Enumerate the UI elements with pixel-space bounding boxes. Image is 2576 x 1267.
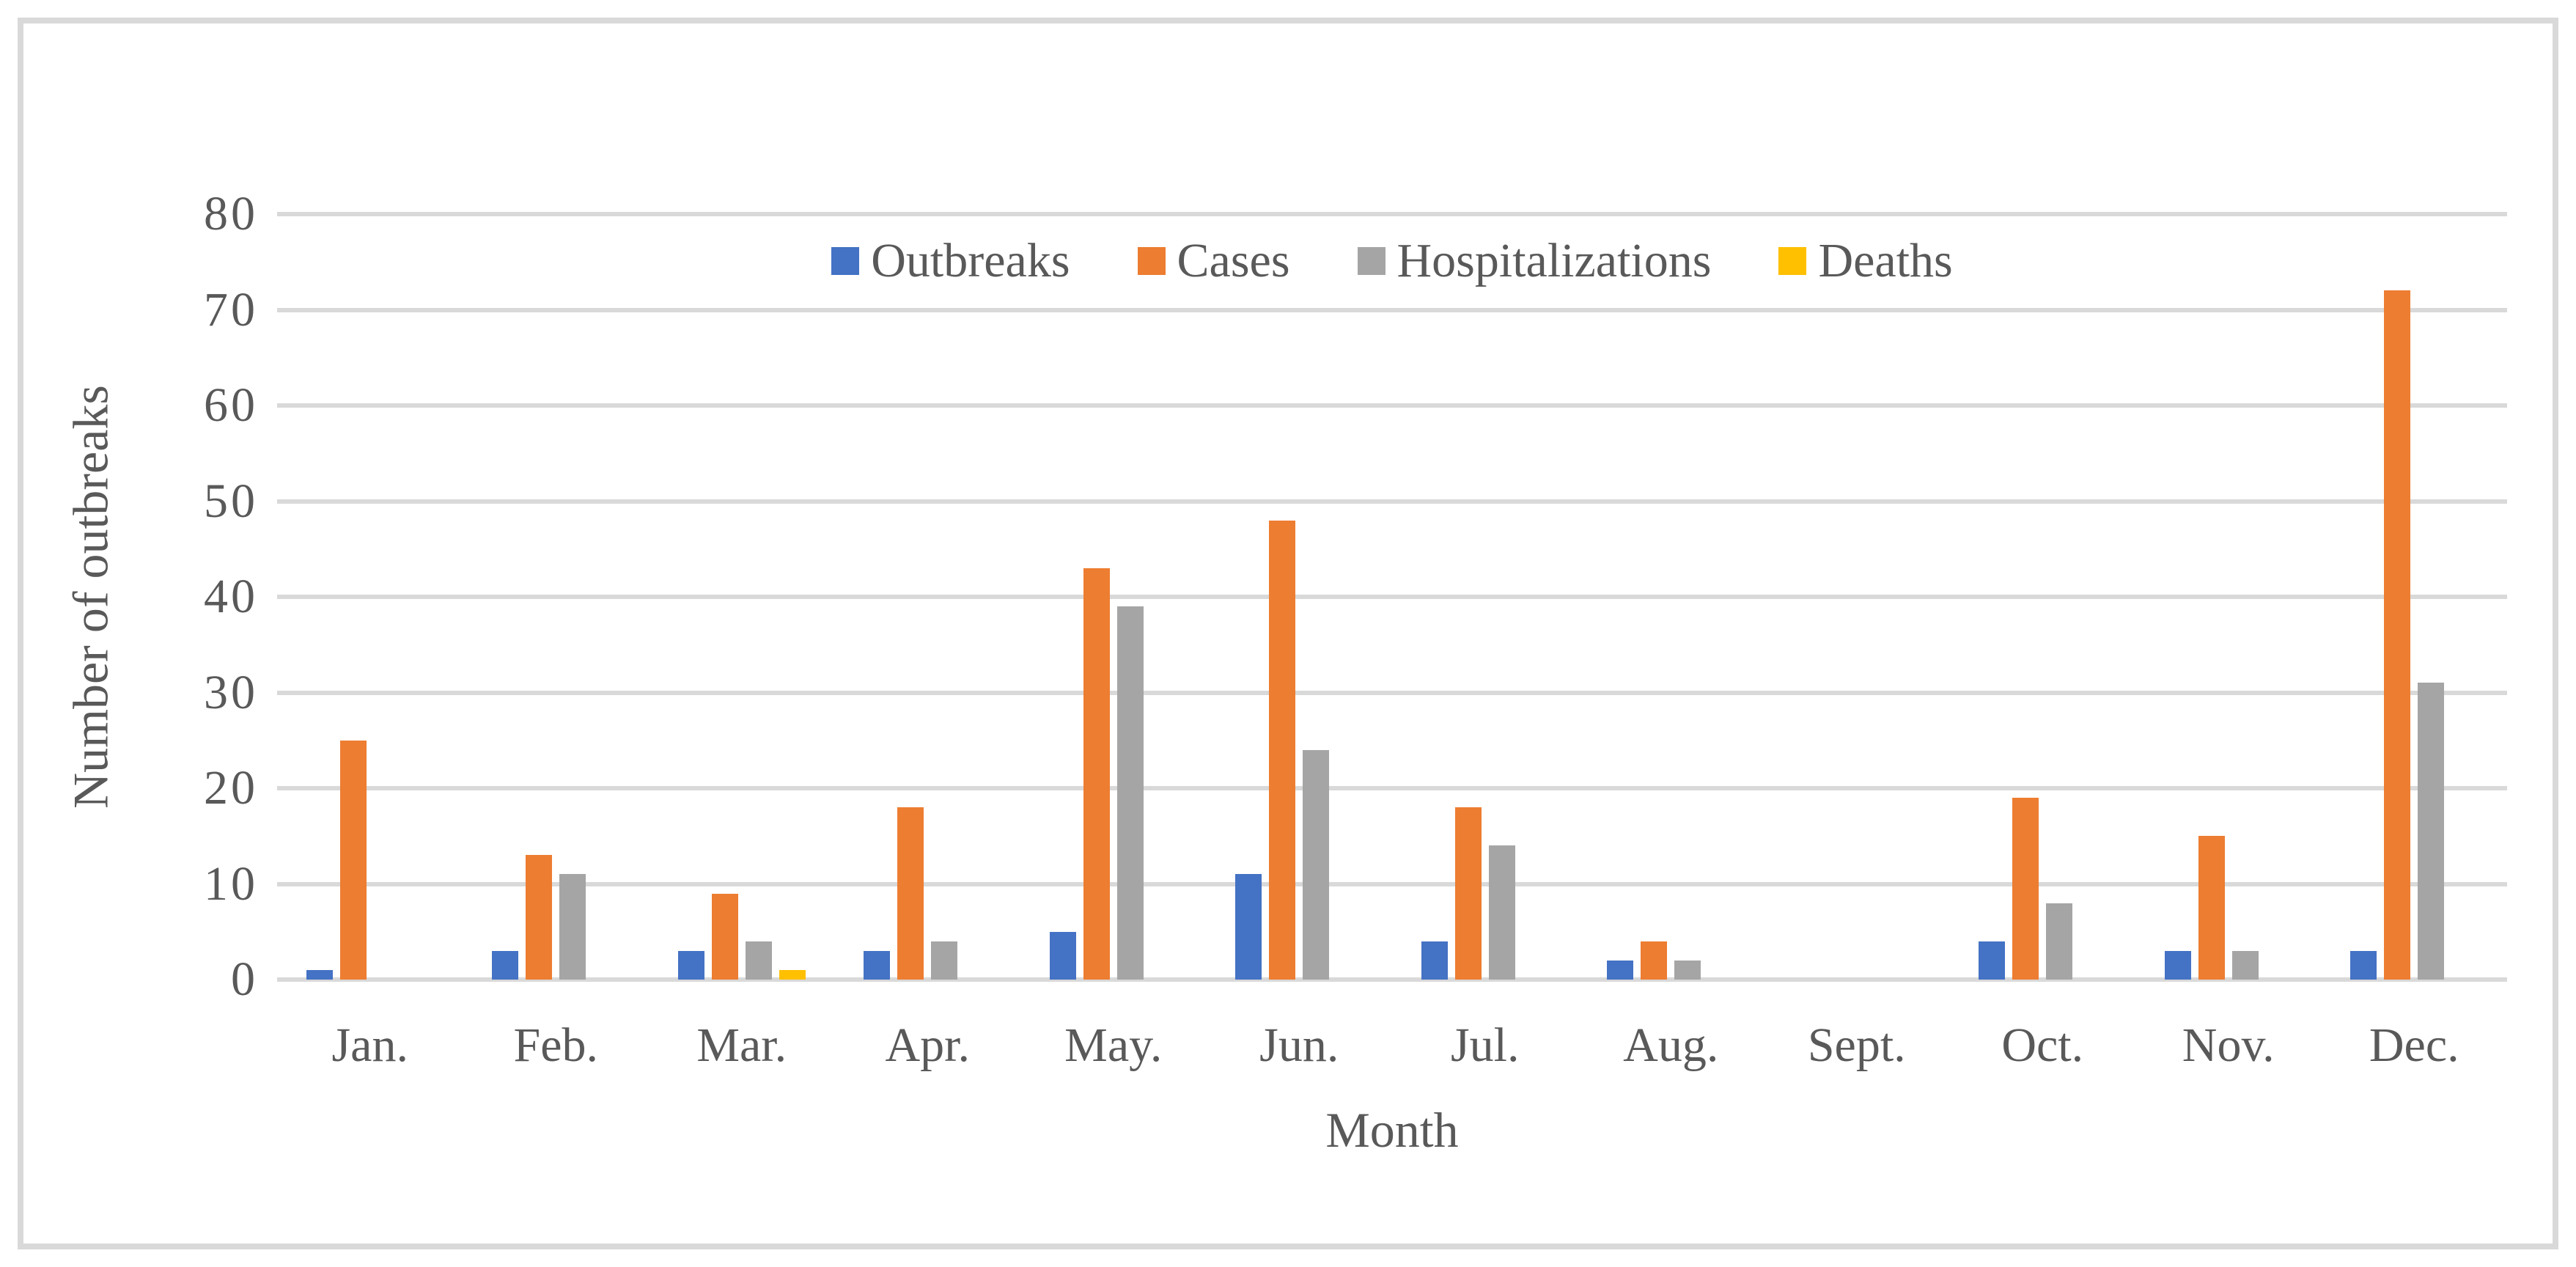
y-tick-label-0: 0 — [231, 952, 258, 1006]
bar-group-dec — [2322, 214, 2508, 980]
legend-label-cases: Cases — [1177, 234, 1290, 287]
y-tick-label-20: 20 — [204, 761, 258, 815]
x-tick-label-aug: Aug. — [1623, 1018, 1719, 1072]
bar-group-jan — [277, 214, 463, 980]
bar-hospitalizations-may — [1116, 606, 1144, 980]
bar-group-feb — [463, 214, 649, 980]
bar-outbreaks-may — [1049, 931, 1076, 980]
legend-item-hospitalizations: Hospitalizations — [1357, 233, 1712, 289]
gridline-y-30 — [277, 690, 2507, 695]
bar-cases-mar — [711, 893, 738, 980]
y-tick-label-50: 50 — [204, 474, 258, 528]
bar-group-jun — [1207, 214, 1393, 980]
bar-hospitalizations-jun — [1303, 749, 1330, 980]
bar-hospitalizations-oct — [2046, 903, 2073, 980]
bar-outbreaks-aug — [1607, 960, 1634, 980]
gridline-y-0 — [277, 977, 2507, 982]
bar-group-apr — [835, 214, 1021, 980]
plot-area — [277, 212, 2507, 982]
x-tick-label-sept: Sept. — [1807, 1018, 1906, 1072]
legend-item-outbreaks: Outbreaks — [831, 233, 1070, 289]
bar-cases-apr — [897, 807, 924, 980]
bar-cases-dec — [2384, 290, 2411, 980]
bar-hospitalizations-mar — [745, 941, 772, 980]
bar-cases-jul — [1454, 807, 1482, 980]
bar-hospitalizations-apr — [931, 941, 958, 980]
bar-group-sept — [1764, 214, 1950, 980]
bar-outbreaks-jul — [1421, 941, 1448, 980]
bar-outbreaks-mar — [677, 950, 704, 980]
x-tick-label-mar: Mar. — [696, 1018, 787, 1072]
gridline-y-40 — [277, 595, 2507, 599]
y-axis-tick-labels: 0 10 20 30 40 50 60 70 80 — [88, 187, 258, 1006]
bar-group-jul — [1392, 214, 1578, 980]
legend-swatch-icon-outbreaks — [831, 247, 860, 275]
bar-outbreaks-jun — [1235, 874, 1262, 980]
bar-group-aug — [1578, 214, 1764, 980]
y-tick-label-60: 60 — [204, 378, 258, 432]
x-tick-label-apr: Apr. — [885, 1018, 971, 1072]
legend-item-cases: Cases — [1137, 233, 1290, 289]
bar-hospitalizations-aug — [1674, 960, 1701, 980]
bar-hospitalizations-nov — [2231, 950, 2259, 980]
bar-groups — [277, 214, 2507, 980]
bar-outbreaks-dec — [2350, 950, 2377, 980]
bar-outbreaks-nov — [2164, 950, 2191, 980]
gridline-y-10 — [277, 881, 2507, 886]
chart-legend: Outbreaks Cases Hospitalizations Deaths — [277, 233, 2507, 289]
x-tick-label-feb: Feb. — [513, 1018, 599, 1072]
gridline-y-50 — [277, 499, 2507, 504]
bar-cases-aug — [1641, 941, 1668, 980]
y-tick-label-10: 10 — [204, 856, 258, 911]
x-tick-label-nov: Nov. — [2182, 1018, 2275, 1072]
x-axis-tick-labels: Jan. Feb. Mar. Apr. May. Jun. Jul. Aug. Sept. Oct… — [277, 1018, 2507, 1073]
bar-cases-nov — [2198, 836, 2225, 980]
bar-hospitalizations-dec — [2418, 683, 2445, 980]
x-tick-label-may: May. — [1064, 1018, 1163, 1072]
y-tick-label-70: 70 — [204, 282, 258, 337]
bar-outbreaks-jan — [306, 969, 333, 980]
bar-cases-may — [1083, 568, 1110, 980]
bar-cases-oct — [2012, 798, 2039, 980]
bar-cases-jan — [339, 740, 367, 980]
gridline-y-60 — [277, 403, 2507, 408]
bar-group-nov — [2135, 214, 2322, 980]
legend-swatch-icon-cases — [1137, 247, 1166, 275]
bar-group-oct — [1950, 214, 2136, 980]
legend-label-deaths: Deaths — [1818, 234, 1953, 287]
bar-cases-jun — [1269, 520, 1296, 980]
bar-hospitalizations-feb — [559, 874, 586, 980]
bar-group-may — [1020, 214, 1207, 980]
bar-deaths-mar — [779, 969, 806, 980]
y-tick-label-30: 30 — [204, 665, 258, 719]
gridline-y-70 — [277, 307, 2507, 312]
y-tick-label-40: 40 — [204, 570, 258, 623]
legend-swatch-icon-hospitalizations — [1357, 247, 1385, 275]
legend-swatch-icon-deaths — [1778, 247, 1807, 275]
bar-group-mar — [649, 214, 835, 980]
bar-hospitalizations-jul — [1488, 845, 1515, 980]
x-tick-label-jun: Jun. — [1259, 1018, 1339, 1072]
legend-label-outbreaks: Outbreaks — [871, 234, 1070, 287]
legend-label-hospitalizations: Hospitalizations — [1396, 234, 1712, 287]
legend-item-deaths: Deaths — [1778, 233, 1953, 289]
bar-cases-feb — [526, 855, 553, 980]
gridline-y-80 — [277, 212, 2507, 216]
bar-outbreaks-feb — [492, 950, 519, 980]
x-tick-label-jul: Jul. — [1450, 1018, 1520, 1072]
x-tick-label-oct: Oct. — [2001, 1018, 2084, 1072]
bar-outbreaks-oct — [1979, 941, 2006, 980]
x-tick-label-jan: Jan. — [331, 1018, 408, 1072]
gridline-y-20 — [277, 786, 2507, 790]
x-axis-title: Month — [1325, 1102, 1459, 1158]
bar-outbreaks-apr — [864, 950, 891, 980]
x-tick-label-dec: Dec. — [2369, 1018, 2459, 1072]
y-tick-label-80: 80 — [204, 187, 258, 240]
